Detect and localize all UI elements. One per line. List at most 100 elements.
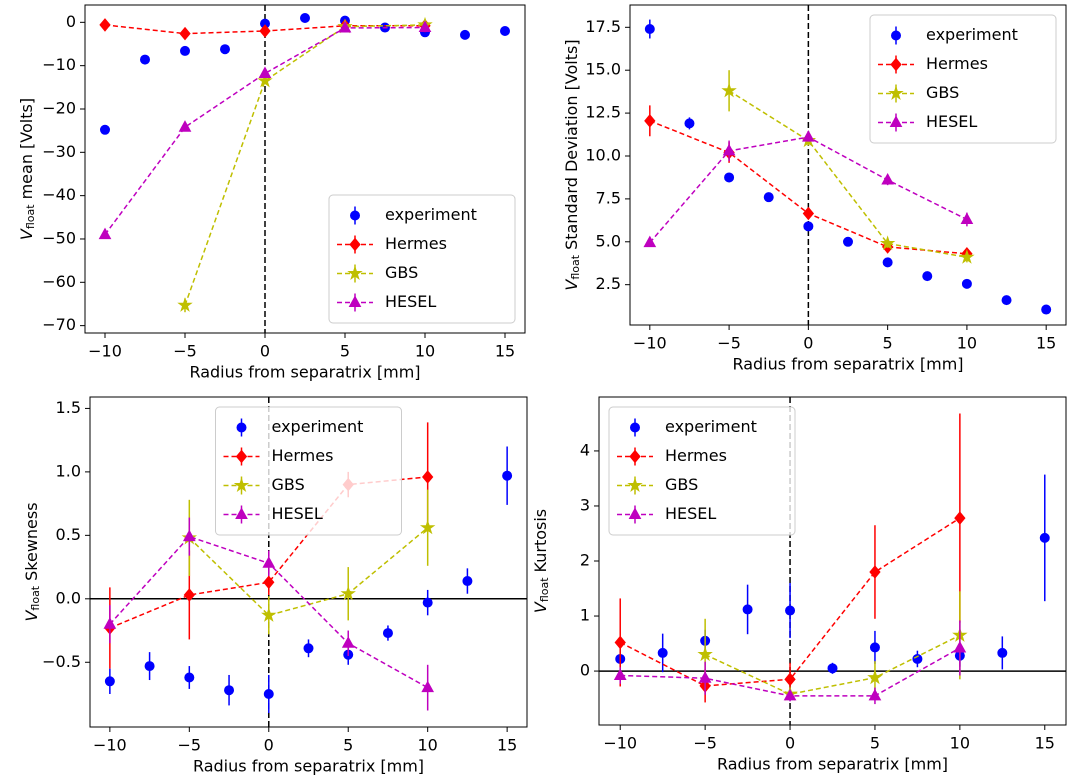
data-point <box>953 640 967 653</box>
x-tick-label: 15 <box>495 342 515 361</box>
subplot: −10 −5 0 5 10 15 0 1 2 3 4 Radius from separatrix [… <box>531 396 1067 774</box>
axes-frame <box>629 4 1067 326</box>
legend-label: GBS <box>385 263 418 282</box>
data-point <box>262 556 276 568</box>
data-point <box>912 653 923 664</box>
x-tick-label: −5 <box>693 734 717 753</box>
y-tick-label: 3 <box>580 495 590 514</box>
data-point <box>418 20 432 33</box>
x-tick-label: −5 <box>173 342 197 361</box>
x-tick-label: 10 <box>957 334 977 353</box>
data-point <box>462 576 473 587</box>
data-point <box>421 680 435 693</box>
x-tick-label: 15 <box>1036 334 1056 353</box>
x-axis-label: Radius from separatrix [mm] <box>189 363 420 382</box>
legend-label: HESEL <box>272 504 323 523</box>
y-tick-label: −20 <box>42 98 76 117</box>
y-label-subscript: float <box>29 585 42 610</box>
y-axis-label: Vfloat Kurtosis <box>531 509 552 613</box>
y-tick-label: 15.0 <box>585 60 621 79</box>
data-point <box>99 18 111 32</box>
data-point <box>182 529 196 542</box>
legend-marker <box>630 422 640 433</box>
y-tick-label: −30 <box>42 142 76 161</box>
data-point <box>419 519 436 535</box>
legend-label: GBS <box>926 83 959 102</box>
y-tick-label: 17.5 <box>585 17 621 36</box>
data-point <box>954 511 966 525</box>
x-tick-label: 10 <box>418 736 438 755</box>
x-tick-label: −5 <box>717 334 741 353</box>
subplot: −10 −5 0 5 10 150−10−20−30−40−50−60−70Radius … <box>17 4 526 382</box>
legend-marker <box>235 507 248 519</box>
data-point <box>1041 304 1052 315</box>
y-tick-label: −60 <box>42 272 76 291</box>
y-tick-label: 2 <box>580 551 590 570</box>
y-tick-label: −0.5 <box>42 652 81 671</box>
legend-label: Hermes <box>385 234 447 253</box>
x-tick-label: 10 <box>950 734 970 753</box>
y-label-symbol: V <box>531 601 550 613</box>
y-tick-label: 12.5 <box>585 103 621 122</box>
y-tick-label: −70 <box>42 315 76 334</box>
y-label-subscript: float <box>538 577 551 602</box>
data-point <box>879 235 896 251</box>
legend-marker <box>629 449 641 464</box>
y-axis-label: Vfloat Standard Deviation [Volts] <box>562 39 583 290</box>
x-tick-label: 15 <box>497 736 517 755</box>
data-point <box>340 585 356 601</box>
data-point <box>220 44 230 55</box>
y-tick-label: 10.0 <box>585 145 621 164</box>
data-point <box>657 647 668 658</box>
data-point <box>803 221 814 232</box>
data-point <box>843 236 853 247</box>
data-point <box>144 661 155 672</box>
legend-box <box>869 14 1057 144</box>
legend-marker <box>890 57 902 72</box>
data-point <box>303 643 314 654</box>
y-label-subscript: float <box>569 254 582 279</box>
data-point <box>783 688 797 701</box>
data-point <box>184 672 195 683</box>
axes-frame <box>89 396 528 728</box>
data-point <box>257 72 273 88</box>
legend-label: Hermes <box>926 54 988 73</box>
data-point <box>98 227 112 240</box>
x-tick-label: −10 <box>88 342 122 361</box>
data-point <box>258 66 272 78</box>
series-line <box>104 26 426 236</box>
data-point <box>722 143 736 156</box>
y-tick-label: −50 <box>42 228 76 247</box>
data-point <box>922 271 933 282</box>
x-tick-label: 15 <box>1035 734 1055 753</box>
data-point <box>644 114 656 128</box>
data-point <box>140 54 150 65</box>
legend-label: HESEL <box>665 504 716 523</box>
data-point <box>104 676 115 687</box>
plot-area <box>98 5 510 333</box>
data-point <box>341 636 355 648</box>
data-point <box>997 647 1008 658</box>
y-tick-label: 5.0 <box>596 231 621 250</box>
y-label-symbol: V <box>22 610 41 622</box>
data-point <box>500 25 510 36</box>
legend-marker <box>235 449 248 464</box>
x-axis-label: Radius from separatrix [mm] <box>732 355 963 374</box>
legend-marker <box>891 30 901 41</box>
data-point <box>784 672 796 687</box>
legend-label: experiment <box>272 417 364 436</box>
series-line <box>109 476 428 629</box>
data-point <box>261 607 277 622</box>
data-point <box>643 235 657 248</box>
y-label-subscript: float <box>24 204 37 229</box>
data-point <box>724 172 735 183</box>
y-label-text: Standard Deviation [Volts] <box>562 39 581 250</box>
legend-label: HESEL <box>385 292 436 311</box>
data-point <box>959 249 975 264</box>
legend: experiment Hermes GBS HESEL <box>328 194 516 324</box>
legend-marker <box>233 477 250 493</box>
legend-label: GBS <box>665 475 698 494</box>
data-point <box>882 257 893 268</box>
x-axis-label: Radius from separatrix [mm] <box>717 755 948 774</box>
